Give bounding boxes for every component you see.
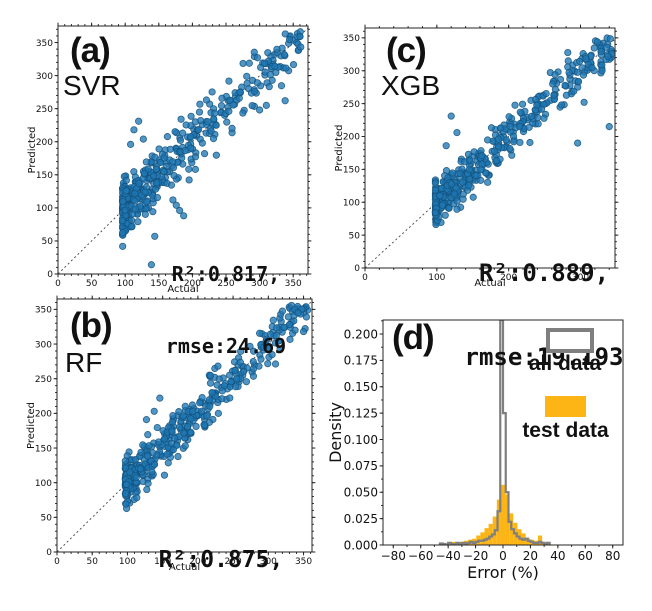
svg-text:350: 350 — [36, 39, 53, 49]
stats-line: R²:0.875, — [158, 547, 284, 573]
svg-text:Density: Density — [326, 402, 345, 463]
svg-text:40: 40 — [550, 549, 565, 563]
svg-text:50: 50 — [86, 557, 98, 567]
legend-label-test-data: test data — [522, 419, 609, 442]
svg-text:100: 100 — [35, 479, 52, 489]
svg-text:150: 150 — [150, 279, 167, 289]
panel-c-stats: R²:0.889, rmse:19.193 — [465, 203, 624, 427]
svg-text:0.125: 0.125 — [344, 406, 378, 420]
svg-text:300: 300 — [572, 273, 589, 283]
svg-text:200: 200 — [184, 279, 201, 289]
svg-text:0.200: 0.200 — [344, 327, 378, 341]
svg-text:50: 50 — [42, 237, 54, 247]
svg-text:200: 200 — [189, 557, 206, 567]
svg-text:0.025: 0.025 — [344, 512, 378, 526]
svg-text:150: 150 — [35, 444, 52, 454]
svg-text:250: 250 — [35, 375, 52, 385]
svg-text:0.175: 0.175 — [344, 354, 378, 368]
svg-text:300: 300 — [36, 72, 53, 82]
svg-text:350: 350 — [295, 557, 312, 567]
svg-text:Actual: Actual — [169, 562, 200, 573]
svg-text:0.100: 0.100 — [344, 433, 378, 447]
svg-text:100: 100 — [428, 273, 445, 283]
svg-text:Predicted: Predicted — [27, 127, 38, 174]
svg-text:−40: −40 — [435, 549, 460, 563]
svg-text:300: 300 — [343, 67, 360, 77]
svg-text:300: 300 — [251, 279, 268, 289]
svg-text:150: 150 — [36, 171, 53, 181]
panel-c-letter: (c) — [386, 31, 427, 70]
svg-text:200: 200 — [500, 273, 517, 283]
panel-d-histogram: −80 −60 −40 −20 0 20 40 60 80 0.000 0.025 0.050 0.07… — [326, 319, 624, 582]
stats-line: R²:0.817, — [171, 262, 281, 286]
legend-swatch-all-data — [546, 328, 594, 353]
svg-text:Actual: Actual — [474, 278, 505, 289]
svg-text:100: 100 — [36, 204, 53, 214]
svg-text:60: 60 — [578, 549, 593, 563]
stats-line: rmse:24.69 — [165, 334, 287, 358]
svg-text:350: 350 — [285, 279, 302, 289]
panel-b-stats: R²:0.875, rmse:20.384 — [145, 480, 297, 611]
svg-text:0.050: 0.050 — [344, 486, 378, 500]
svg-text:−20: −20 — [463, 549, 488, 563]
svg-text:Actual: Actual — [167, 284, 198, 295]
svg-text:200: 200 — [36, 138, 53, 148]
svg-text:50: 50 — [349, 231, 361, 241]
svg-text:0: 0 — [362, 273, 368, 283]
svg-text:250: 250 — [217, 279, 234, 289]
svg-text:200: 200 — [343, 133, 360, 143]
svg-text:150: 150 — [154, 557, 171, 567]
svg-text:250: 250 — [36, 105, 53, 115]
panel-c-scatter-plot: 0 100 200 300 0 50 100 150 200 250 300 350 Actual Pre… — [334, 24, 619, 289]
svg-text:Predicted: Predicted — [334, 125, 345, 172]
panel-a-model-label: SVR — [63, 70, 121, 101]
svg-text:0: 0 — [46, 548, 52, 558]
legend-swatch-test-data — [545, 396, 586, 417]
svg-text:−80: −80 — [381, 549, 406, 563]
svg-text:150: 150 — [343, 166, 360, 176]
panel-b-letter: (b) — [70, 306, 113, 345]
panel-a-scatter-plot: 0 50 100 150 200 250 300 350 0 50 100 150 200 250 300 3… — [27, 22, 312, 295]
svg-text:100: 100 — [117, 279, 134, 289]
svg-text:250: 250 — [343, 100, 360, 110]
svg-text:20: 20 — [523, 549, 538, 563]
svg-text:300: 300 — [260, 557, 277, 567]
panel-a-letter: (a) — [70, 31, 111, 70]
svg-text:Error (%): Error (%) — [467, 563, 539, 582]
stats-line: rmse:19.193 — [464, 343, 624, 371]
panel-b-scatter-plot: 0 50 100 150 200 250 300 350 0 50 100 150 200 250 300 3… — [26, 295, 316, 573]
svg-text:Predicted: Predicted — [26, 402, 37, 449]
svg-text:50: 50 — [86, 279, 98, 289]
svg-text:350: 350 — [343, 34, 360, 44]
stats-line: R²:0.889, — [478, 259, 610, 287]
panel-c-model-label: XGB — [381, 70, 441, 101]
panel-b-model-label: RF — [65, 347, 103, 378]
svg-text:250: 250 — [225, 557, 242, 567]
panel-d-letter: (d) — [392, 318, 435, 357]
svg-text:200: 200 — [35, 410, 52, 420]
svg-text:350: 350 — [35, 306, 52, 316]
svg-text:0: 0 — [54, 557, 60, 567]
svg-text:300: 300 — [35, 340, 52, 350]
svg-text:100: 100 — [119, 557, 136, 567]
svg-text:0.000: 0.000 — [344, 538, 378, 552]
svg-text:0.150: 0.150 — [344, 380, 378, 394]
svg-text:0: 0 — [55, 279, 61, 289]
legend-label-all-data: all data — [528, 352, 602, 375]
svg-text:100: 100 — [343, 198, 360, 208]
svg-text:80: 80 — [605, 549, 620, 563]
svg-text:−60: −60 — [408, 549, 433, 563]
svg-text:0: 0 — [47, 270, 53, 280]
panel-a-stats: R²:0.817, rmse:24.69 — [166, 214, 286, 406]
svg-text:0: 0 — [354, 264, 360, 274]
svg-text:50: 50 — [41, 514, 53, 524]
svg-text:0: 0 — [499, 549, 507, 563]
svg-text:0.075: 0.075 — [344, 459, 378, 473]
